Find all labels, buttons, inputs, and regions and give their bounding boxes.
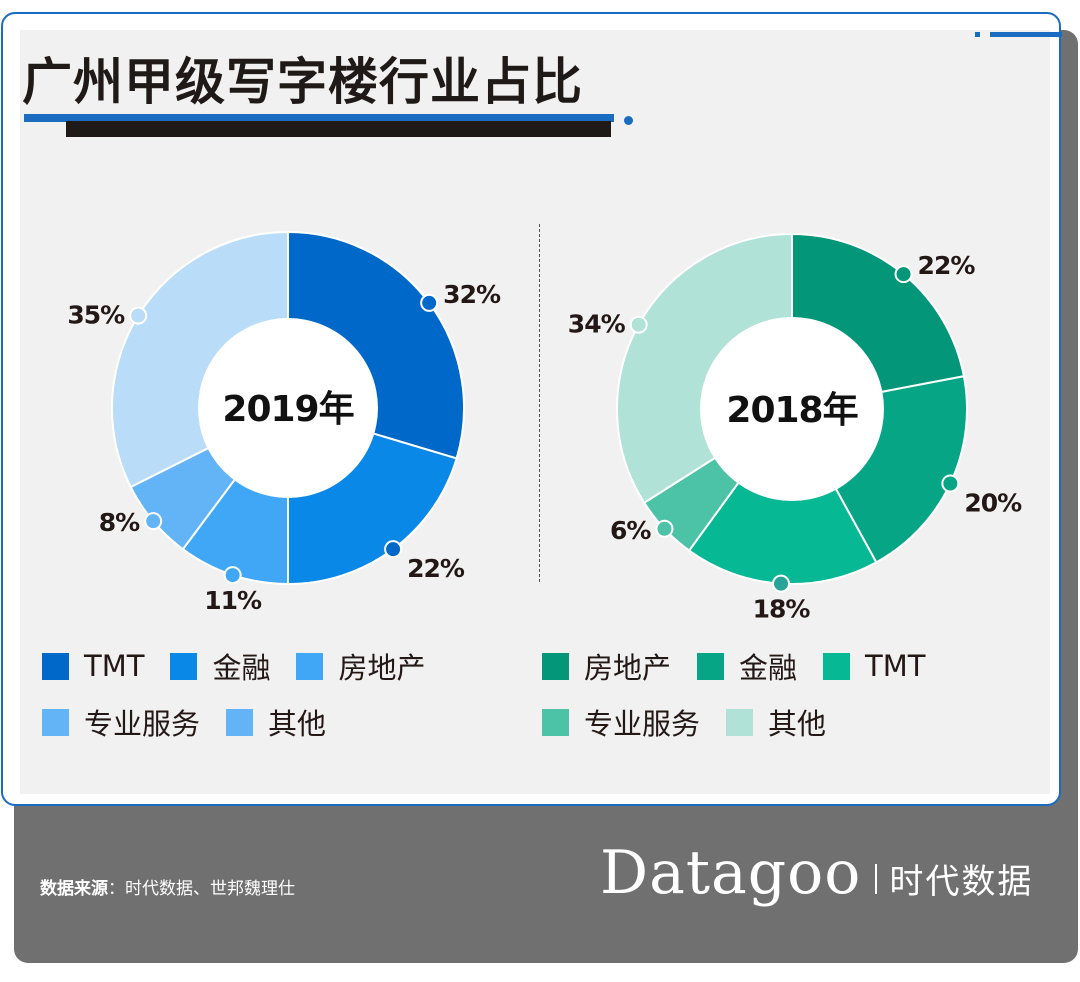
corner-square-decoration — [975, 32, 980, 37]
datagoo-logo: Datagoo 时代数据 — [600, 838, 1033, 908]
logo-wordmark: Datagoo — [600, 838, 862, 908]
legend-item: 金融 — [170, 647, 270, 685]
legend-item: 专业服务 — [42, 703, 200, 741]
legend-item: 房地产 — [296, 647, 425, 685]
data-label-其他: 35% — [67, 301, 125, 330]
legend-swatch — [542, 652, 569, 680]
legend-swatch — [226, 708, 254, 736]
legend-swatch — [697, 652, 725, 680]
legend-label: 专业服务 — [584, 707, 701, 741]
legend-swatch — [296, 652, 324, 680]
legend-label: 房地产 — [584, 651, 672, 685]
legend-label: TMT — [84, 649, 145, 683]
data-label-TMT: 18% — [753, 595, 811, 624]
legend-2018: 房地产 金融 TMT 专业服务 其他 — [542, 647, 1012, 741]
label-dot — [629, 315, 648, 334]
title-underline-blue — [24, 114, 614, 122]
legend-item: TMT — [42, 647, 144, 685]
chart-divider — [539, 224, 540, 582]
label-dot — [772, 574, 791, 593]
legend-swatch — [42, 708, 69, 736]
donut-hole — [198, 318, 378, 498]
legend-item: 其他 — [226, 703, 326, 741]
legend-swatch — [726, 708, 754, 736]
donut-2019: 2019年 32% 22% 11% 8% 35% — [67, 230, 502, 615]
label-dot — [384, 540, 403, 559]
legend-swatch — [42, 652, 69, 680]
label-dot — [655, 519, 674, 538]
legend-item: TMT — [823, 647, 925, 685]
legend-item: 其他 — [726, 703, 826, 741]
label-dot — [420, 293, 439, 312]
legend-label: TMT — [865, 649, 926, 683]
legend-swatch — [170, 652, 198, 680]
legend-label: 金融 — [212, 651, 271, 685]
donut-2018: 2018年 22% 20% 18% 6% 34% — [568, 232, 1023, 624]
page-title: 广州甲级写字楼行业占比 — [22, 53, 583, 111]
source-label: 数据来源 — [40, 879, 108, 899]
donut-center-label: 2018年 — [726, 390, 857, 431]
legend-swatch — [823, 652, 851, 680]
data-label-专业服务: 8% — [99, 508, 140, 537]
logo-chinese: 时代数据 — [889, 862, 1034, 902]
label-dot — [894, 265, 913, 284]
data-label-金融: 20% — [964, 489, 1022, 518]
donut-center-label: 2019年 — [222, 389, 353, 430]
data-label-金融: 22% — [407, 554, 465, 583]
label-dot — [941, 474, 960, 493]
donut-hole — [700, 317, 884, 501]
source-separator: ： — [108, 879, 125, 899]
data-source: 数据来源：时代数据、世邦魏理仕 — [40, 874, 295, 899]
source-text: 时代数据、世邦魏理仕 — [125, 879, 295, 899]
legend-label: 其他 — [768, 707, 827, 741]
legend-item: 专业服务 — [542, 703, 700, 741]
data-label-TMT: 32% — [443, 280, 501, 309]
legend-label: 房地产 — [338, 651, 426, 685]
legend-item: 金融 — [697, 647, 797, 685]
legend-label: 金融 — [739, 651, 798, 685]
legend-item: 房地产 — [542, 647, 671, 685]
label-dot — [144, 512, 163, 531]
data-label-房地产: 22% — [918, 251, 976, 280]
legend-swatch — [542, 708, 569, 736]
logo-separator — [875, 864, 878, 894]
legend-label: 专业服务 — [84, 707, 201, 741]
title-underline-black — [66, 121, 611, 137]
data-label-其他: 34% — [568, 310, 626, 339]
legend-2019: TMT 金融 房地产 专业服务 其他 — [42, 647, 512, 741]
label-dot — [129, 306, 148, 325]
title-dot-decoration — [624, 116, 633, 125]
data-label-专业服务: 6% — [610, 516, 651, 545]
legend-label: 其他 — [268, 707, 327, 741]
label-dot — [223, 566, 242, 585]
corner-line-decoration — [990, 32, 1062, 37]
data-label-房地产: 11% — [204, 586, 262, 615]
